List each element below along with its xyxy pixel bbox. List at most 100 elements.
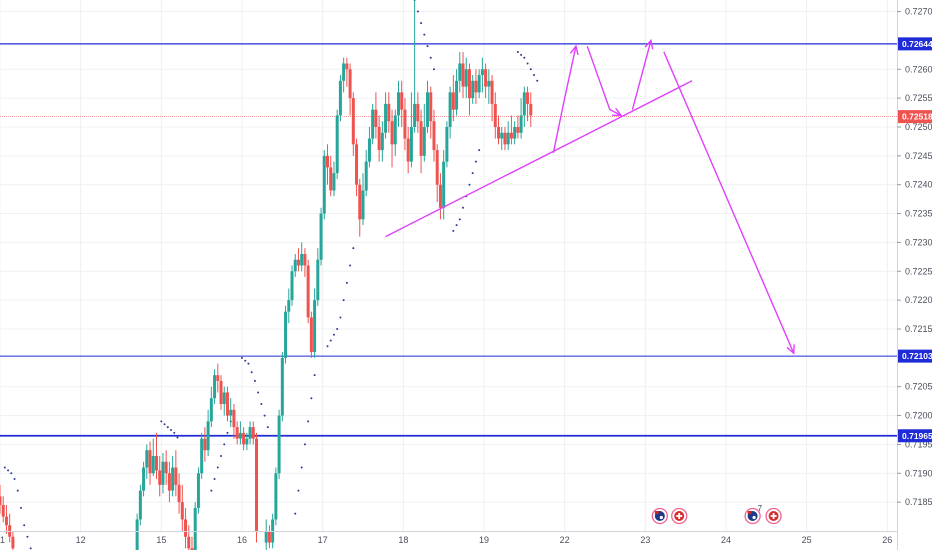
economic-event-cross-icon[interactable] — [671, 507, 688, 525]
time-tick-label: 16 — [237, 535, 247, 545]
candle-up — [361, 190, 365, 220]
cross-bar-icon — [772, 513, 775, 519]
candle-down — [374, 109, 378, 127]
sar-dot — [16, 489, 19, 492]
event-markers[interactable]: 7 — [651, 504, 782, 525]
candle-down — [345, 63, 349, 70]
sar-dot — [160, 420, 163, 423]
candle-up — [513, 126, 517, 139]
economic-event-flag-icon[interactable] — [651, 507, 668, 525]
candle-down — [390, 121, 394, 145]
candle-up — [384, 103, 388, 133]
candle-up — [171, 467, 175, 491]
candle-up — [445, 126, 449, 162]
candle-up — [500, 132, 504, 139]
time-axis[interactable]: 1 12 15 16 17 18 19 22 23 24 25 26 — [0, 535, 892, 545]
candle-down — [467, 69, 471, 99]
candle-up — [274, 473, 278, 520]
time-tick-label: 26 — [882, 535, 892, 545]
sar-dot — [332, 333, 335, 336]
candle-up — [213, 375, 217, 399]
candle-down — [255, 438, 259, 531]
sar-dot — [471, 172, 474, 175]
candle-down — [438, 184, 442, 208]
sar-dot — [253, 379, 256, 382]
arrow-head — [612, 107, 623, 117]
candle-up — [322, 155, 326, 214]
sar-dot — [166, 426, 169, 429]
level-price-badge — [898, 349, 932, 363]
price-axis-bg — [898, 0, 932, 550]
trend-drawings[interactable] — [385, 38, 795, 355]
sar-dot — [478, 149, 481, 152]
candle-up — [471, 80, 475, 99]
candle-down — [435, 150, 439, 185]
projection-arrow[interactable] — [631, 40, 652, 110]
candle-down — [167, 473, 171, 491]
candle-down — [406, 138, 410, 162]
economic-event-cross-icon[interactable] — [765, 507, 782, 525]
candle-up — [280, 357, 284, 416]
candle-down — [432, 121, 436, 151]
sar-dot — [523, 56, 526, 59]
sar-dot — [349, 264, 352, 267]
candle-up — [284, 311, 288, 358]
sar-dot — [423, 33, 426, 36]
candle-down — [216, 375, 220, 381]
time-tick-label: 23 — [640, 535, 650, 545]
candle-up — [422, 126, 426, 156]
projection-arrow[interactable] — [586, 45, 622, 117]
candle-down — [219, 380, 223, 405]
sar-dot — [223, 443, 226, 446]
candle-down — [177, 484, 181, 503]
candle-down — [309, 317, 313, 353]
sar-dot — [336, 327, 339, 330]
level-price-badge-label: 0.71965 — [902, 431, 932, 441]
level-price-badge-label: 0.72644 — [902, 39, 932, 49]
cross-bar-icon — [678, 513, 681, 519]
candle-down — [303, 253, 307, 266]
candle-up — [293, 259, 297, 272]
candle-up — [290, 271, 294, 301]
sar-dot — [426, 45, 429, 48]
sar-dot — [294, 512, 297, 515]
candle-down — [190, 548, 194, 550]
candle-up — [380, 132, 384, 151]
candle-down — [242, 432, 246, 445]
flag-canton-icon — [654, 511, 659, 514]
candle-down — [474, 80, 478, 93]
candle-down — [377, 126, 381, 151]
candle-up — [393, 115, 397, 145]
candle-up — [287, 300, 291, 312]
candle-up — [396, 92, 400, 116]
candle-down — [251, 427, 255, 439]
candle-up — [209, 398, 213, 422]
sar-dot — [263, 414, 266, 417]
economic-event-flag-icon[interactable]: 7 — [744, 504, 763, 525]
candle-down — [326, 155, 330, 168]
candle-down — [503, 132, 507, 145]
trend-line[interactable] — [385, 80, 693, 238]
projection-arrow[interactable] — [663, 51, 795, 354]
event-count: 7 — [758, 504, 763, 513]
sar-dot — [416, 10, 419, 13]
candle-up — [371, 109, 375, 139]
candle-down — [451, 92, 455, 110]
candle-up — [196, 473, 200, 508]
candle-down — [329, 167, 333, 191]
projection-arrow[interactable] — [552, 46, 577, 154]
candle-down — [0, 496, 2, 506]
sar-dot — [247, 362, 250, 365]
sar-dot — [13, 478, 16, 481]
candle-down — [154, 455, 158, 471]
candle-down — [148, 450, 152, 474]
candle-up — [238, 432, 242, 439]
sar-dot — [345, 281, 348, 284]
